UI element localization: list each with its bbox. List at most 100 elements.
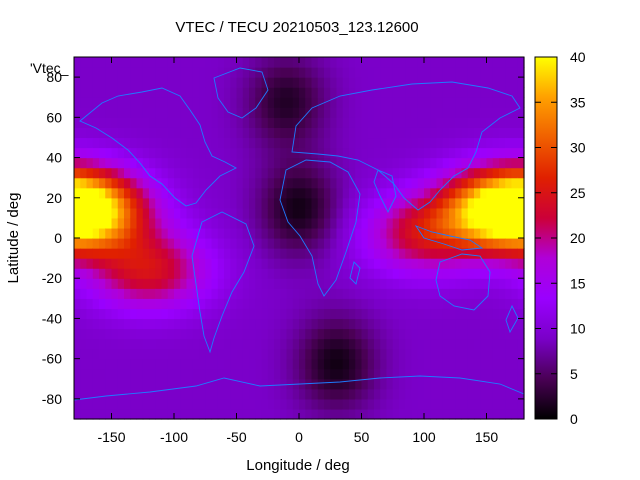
heatmap-cell — [292, 278, 300, 289]
heatmap-cell — [217, 227, 225, 239]
heatmap-cell — [505, 107, 513, 118]
heatmap-cell — [124, 57, 131, 68]
heatmap-cell — [336, 338, 344, 350]
heatmap-cell — [517, 87, 525, 98]
heatmap-cell — [217, 217, 225, 229]
heatmap-cell — [486, 378, 494, 390]
heatmap-cell — [74, 137, 81, 149]
heatmap-cell — [230, 278, 238, 289]
heatmap-cell — [424, 147, 431, 159]
heatmap-cell — [86, 318, 94, 330]
heatmap-cell — [392, 298, 400, 309]
heatmap-cell — [274, 378, 281, 390]
heatmap-cell — [161, 268, 169, 279]
heatmap-cell — [474, 77, 481, 88]
heatmap-cell — [499, 278, 506, 289]
heatmap-cell — [86, 227, 94, 239]
heatmap-cell — [305, 388, 313, 400]
heatmap-cell — [280, 238, 288, 249]
heatmap-cell — [517, 298, 525, 309]
heatmap-cell — [336, 358, 344, 370]
heatmap-cell — [436, 217, 444, 229]
heatmap-cell — [392, 388, 400, 400]
heatmap-cell — [155, 127, 163, 139]
heatmap-cell — [505, 358, 513, 370]
heatmap-cell — [199, 328, 206, 340]
heatmap-cell — [342, 348, 350, 360]
heatmap-cell — [436, 408, 444, 420]
heatmap-cell — [417, 348, 425, 360]
heatmap-cell — [386, 388, 394, 400]
heatmap-cell — [255, 217, 263, 229]
heatmap-cell — [305, 238, 313, 249]
heatmap-cell — [430, 177, 438, 189]
heatmap-cell — [267, 127, 275, 139]
heatmap-cell — [286, 57, 294, 68]
heatmap-cell — [492, 57, 500, 68]
heatmap-cell — [161, 348, 169, 360]
heatmap-cell — [105, 127, 113, 139]
heatmap-cell — [511, 378, 519, 390]
heatmap-cell — [74, 147, 81, 159]
heatmap-cell — [274, 318, 281, 330]
heatmap-cell — [299, 338, 306, 350]
heatmap-cell — [192, 328, 200, 340]
heatmap-cell — [386, 57, 394, 68]
heatmap-cell — [317, 348, 325, 360]
heatmap-cell — [242, 117, 250, 128]
heatmap-cell — [442, 117, 450, 128]
heatmap-cell — [86, 177, 94, 189]
heatmap-cell — [492, 77, 500, 88]
heatmap-cell — [455, 258, 463, 269]
heatmap-cell — [286, 268, 294, 279]
heatmap-cell — [449, 147, 456, 159]
heatmap-cell — [499, 328, 506, 340]
heatmap-cell — [111, 248, 119, 259]
heatmap-cell — [230, 207, 238, 219]
heatmap-cell — [124, 278, 131, 289]
heatmap-cell — [161, 248, 169, 259]
heatmap-cell — [411, 378, 419, 390]
heatmap-cell — [449, 177, 456, 189]
heatmap-cell — [286, 207, 294, 219]
heatmap-cell — [342, 227, 350, 239]
heatmap-cell — [299, 67, 306, 78]
heatmap-cell — [149, 238, 156, 249]
heatmap-cell — [305, 318, 313, 330]
heatmap-cell — [224, 248, 231, 259]
heatmap-cell — [230, 268, 238, 279]
heatmap-cell — [455, 318, 463, 330]
heatmap-cell — [392, 77, 400, 88]
heatmap-cell — [430, 167, 438, 179]
heatmap-cell — [130, 197, 138, 209]
heatmap-cell — [242, 67, 250, 78]
heatmap-cell — [374, 107, 381, 118]
heatmap-cell — [186, 328, 194, 340]
heatmap-cell — [230, 308, 238, 320]
heatmap-cell — [117, 177, 125, 189]
heatmap-cell — [142, 197, 150, 209]
heatmap-cell — [386, 408, 394, 420]
heatmap-cell — [249, 288, 256, 299]
heatmap-cell — [367, 127, 375, 139]
heatmap-cell — [155, 298, 163, 309]
heatmap-cell — [255, 358, 263, 370]
heatmap-cell — [324, 278, 331, 289]
heatmap-cell — [192, 227, 200, 239]
heatmap-cell — [286, 388, 294, 400]
heatmap-cell — [342, 147, 350, 159]
heatmap-cell — [455, 207, 463, 219]
heatmap-cell — [517, 167, 525, 179]
heatmap-cell — [349, 117, 356, 128]
heatmap-cell — [449, 167, 456, 179]
heatmap-cell — [486, 358, 494, 370]
heatmap-cell — [124, 238, 131, 249]
heatmap-cell — [355, 278, 363, 289]
heatmap-cell — [280, 278, 288, 289]
heatmap-cell — [430, 97, 438, 108]
heatmap-cell — [280, 408, 288, 420]
heatmap-cell — [130, 167, 138, 179]
heatmap-cell — [386, 167, 394, 179]
heatmap-cell — [136, 338, 144, 350]
heatmap-cell — [205, 388, 213, 400]
